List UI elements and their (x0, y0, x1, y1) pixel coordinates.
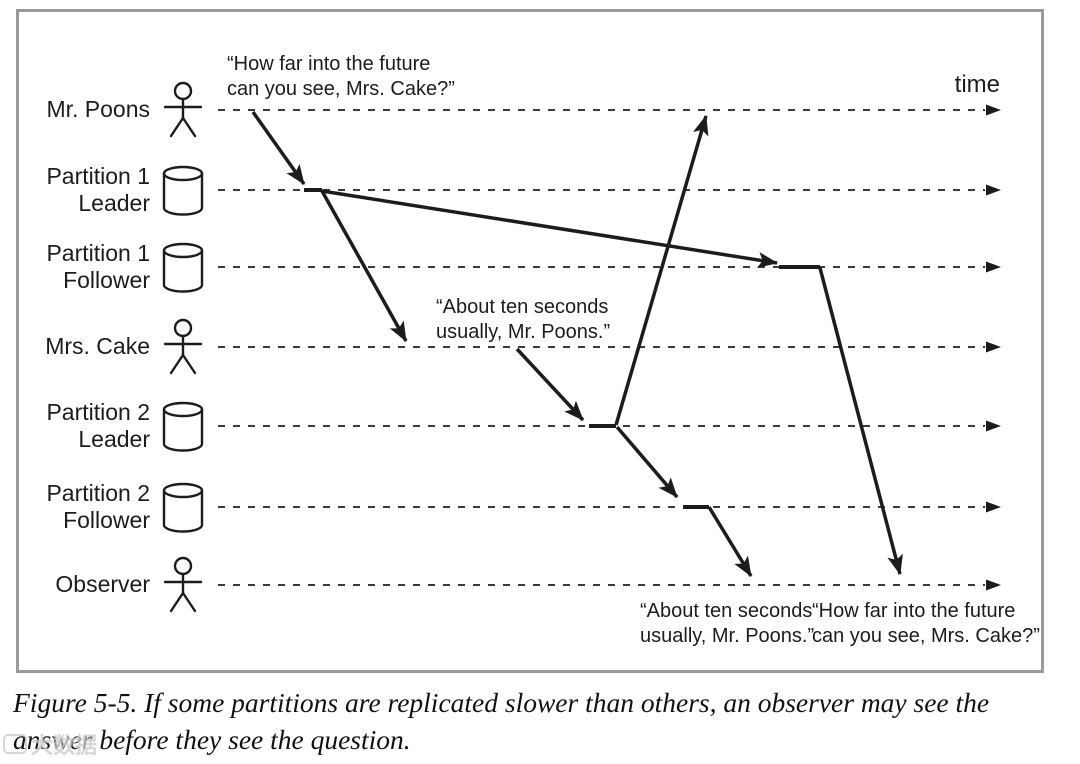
figure-caption-line1: Figure 5-5. If some partitions are repli… (13, 687, 990, 718)
database-icon (162, 401, 204, 458)
message-arrow-partition2-follower-to-observer (707, 506, 753, 577)
row-label-partition1-leader: Partition 1 Leader (0, 163, 150, 217)
database-icon (162, 242, 204, 299)
watermark: 大数据 (3, 728, 97, 760)
row-label-line: Partition 1 (46, 240, 150, 266)
message-arrow-mr-poons-to-partition1-leader (251, 110, 306, 186)
message-arrow-partition1-leader-to-partition1-follower (321, 189, 778, 268)
timeline-arrowhead-mrs-cake (986, 341, 1001, 353)
speech-annotation-line: can you see, Mrs. Cake?” (227, 78, 455, 100)
speech-annotation-line: “About ten seconds (640, 600, 813, 622)
person-icon (160, 81, 206, 144)
message-arrow-partition2-leader-to-partition2-follower (615, 425, 679, 499)
database-icon (162, 165, 204, 222)
row-label-mrs-cake: Mrs. Cake (0, 333, 150, 360)
person-icon (160, 318, 206, 381)
row-label-line: Follower (63, 507, 150, 533)
row-label-line: Follower (63, 267, 150, 293)
watermark-icon (3, 734, 27, 754)
row-label-line: Leader (78, 190, 150, 216)
row-label-mr-poons: Mr. Poons (0, 96, 150, 123)
row-label-line: Partition 2 (46, 399, 150, 425)
timeline-arrowhead-partition1-follower (986, 261, 1001, 273)
speech-annotation-line: usually, Mr. Poons.” (640, 625, 815, 647)
figure-border (16, 9, 1044, 673)
timelines (218, 104, 1001, 591)
figure-caption: Figure 5-5. If some partitions are repli… (13, 684, 1063, 758)
message-arrow-partition1-leader-to-mrs-cake (320, 190, 408, 342)
database-icon (162, 482, 204, 539)
row-label-line: Mrs. Cake (45, 333, 150, 359)
speech-annotation-2: “About ten seconds usually, Mr. Poons.” (640, 599, 814, 649)
speech-annotation-line: “How far into the future (812, 600, 1016, 622)
speech-annotation-line: usually, Mr. Poons.” (436, 321, 611, 343)
timeline-arrowhead-partition2-follower (986, 501, 1001, 513)
row-label-line: Observer (55, 571, 150, 597)
message-arrows (251, 110, 903, 577)
timeline-arrowhead-observer (986, 579, 1001, 591)
message-arrow-partition1-follower-to-observer (818, 267, 903, 575)
speech-annotation-0: “How far into the future can you see, Mrs… (227, 52, 455, 102)
time-axis-label: time (954, 71, 1000, 98)
timeline-arrowhead-mr-poons (986, 104, 1001, 116)
speech-annotation-line: “About ten seconds (436, 296, 609, 318)
message-arrow-mrs-cake-to-partition2-leader (515, 347, 585, 422)
person-icon (160, 556, 206, 619)
row-label-line: Partition 1 (46, 163, 150, 189)
speech-annotation-line: “How far into the future (227, 53, 431, 75)
timeline-arrowhead-partition1-leader (986, 184, 1001, 196)
message-arrow-partition2-leader-to-mr-poons (614, 115, 709, 426)
row-label-line: Partition 2 (46, 480, 150, 506)
row-label-observer: Observer (0, 571, 150, 598)
row-label-line: Mr. Poons (46, 96, 150, 122)
row-label-line: Leader (78, 426, 150, 452)
speech-annotation-1: “About ten seconds usually, Mr. Poons.” (436, 295, 610, 345)
watermark-text: 大数据 (31, 733, 98, 758)
row-label-partition2-leader: Partition 2 Leader (0, 399, 150, 453)
speech-annotation-3: “How far into the future can you see, Mrs… (812, 599, 1040, 649)
row-label-partition2-follower: Partition 2 Follower (0, 480, 150, 534)
speech-annotation-line: can you see, Mrs. Cake?” (812, 625, 1040, 647)
figure-caption-line2: answer before they see the question. (13, 724, 411, 755)
row-label-partition1-follower: Partition 1 Follower (0, 240, 150, 294)
timeline-arrowhead-partition2-leader (986, 420, 1001, 432)
